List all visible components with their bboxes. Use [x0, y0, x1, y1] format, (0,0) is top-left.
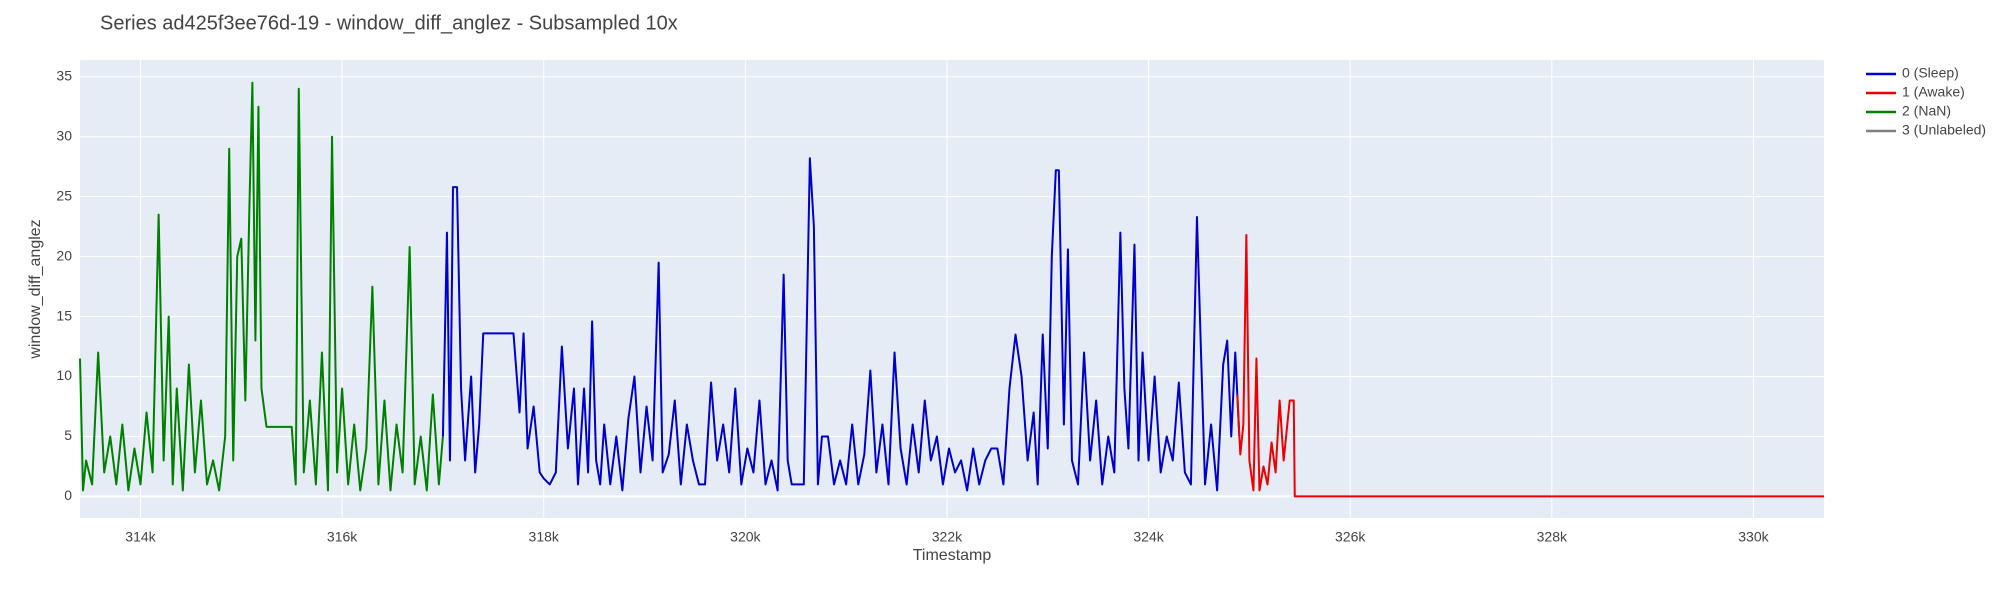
legend-label: 2 (NaN) [1902, 103, 1951, 119]
x-tick-label: 328k [1537, 529, 1568, 545]
series-line [1236, 234, 1824, 498]
x-tick-label: 314k [125, 529, 156, 545]
x-axis-title: Timestamp [913, 547, 992, 564]
y-tick-label: 35 [56, 67, 72, 83]
y-tick-label: 20 [56, 247, 72, 263]
y-axis-title: window_diff_anglez [27, 219, 44, 359]
series-line [441, 157, 1241, 492]
x-tick-label: 320k [730, 529, 761, 545]
y-tick-label: 5 [64, 427, 72, 443]
x-tick-label: 318k [529, 529, 560, 545]
y-tick-label: 30 [56, 127, 72, 143]
y-tick-label: 25 [56, 187, 72, 203]
x-tick-label: 322k [932, 529, 963, 545]
legend-label: 1 (Awake) [1902, 84, 1965, 100]
x-tick-label: 324k [1133, 529, 1164, 545]
x-tick-label: 326k [1335, 529, 1366, 545]
x-tick-label: 316k [327, 529, 358, 545]
x-tick-label: 330k [1738, 529, 1769, 545]
y-tick-label: 15 [56, 307, 72, 323]
y-tick-label: 0 [64, 487, 72, 503]
y-tick-label: 10 [56, 367, 72, 383]
legend-label: 0 (Sleep) [1902, 65, 1959, 81]
series-line [79, 81, 444, 492]
legend-label: 3 (Unlabeled) [1902, 122, 1986, 138]
chart-title: Series ad425f3ee76d-19 - window_diff_ang… [100, 12, 678, 34]
plot-background [80, 60, 1824, 518]
